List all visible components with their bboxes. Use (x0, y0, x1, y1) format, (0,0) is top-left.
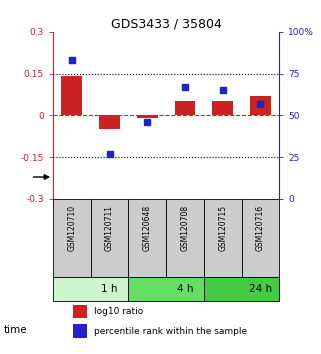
Point (220, 87, 225, 93)
Bar (212, 102, 233, 115)
Bar (73, 324, 87, 338)
Text: time: time (3, 325, 27, 335)
Text: GSM120711: GSM120711 (105, 205, 114, 251)
Point (107, 151, 112, 156)
Text: GSM120708: GSM120708 (180, 205, 189, 251)
Bar (241, 199, 279, 277)
Bar (128, 199, 166, 277)
Bar (137, 115, 158, 118)
Point (182, 84, 187, 90)
Text: GSM120715: GSM120715 (218, 205, 227, 251)
Bar (91, 199, 128, 277)
Text: percentile rank within the sample: percentile rank within the sample (94, 327, 247, 336)
Text: GSM120648: GSM120648 (143, 205, 152, 251)
Text: log10 ratio: log10 ratio (94, 307, 143, 316)
Bar (166, 199, 204, 277)
Bar (53, 277, 128, 301)
Text: GSM120716: GSM120716 (256, 205, 265, 251)
Bar (204, 199, 241, 277)
Bar (53, 199, 91, 277)
Point (69, 57, 74, 63)
Bar (250, 96, 271, 115)
Text: GSM120710: GSM120710 (67, 205, 76, 251)
Text: 24 h: 24 h (249, 284, 272, 294)
Point (258, 101, 263, 107)
Bar (204, 277, 279, 301)
Text: 4 h: 4 h (177, 284, 193, 294)
Bar (99, 115, 120, 129)
Bar (128, 277, 204, 301)
Bar (61, 76, 82, 115)
Bar (175, 102, 195, 115)
Title: GDS3433 / 35804: GDS3433 / 35804 (111, 18, 221, 31)
Text: 1 h: 1 h (101, 284, 118, 294)
Point (145, 119, 150, 125)
Bar (73, 304, 87, 318)
